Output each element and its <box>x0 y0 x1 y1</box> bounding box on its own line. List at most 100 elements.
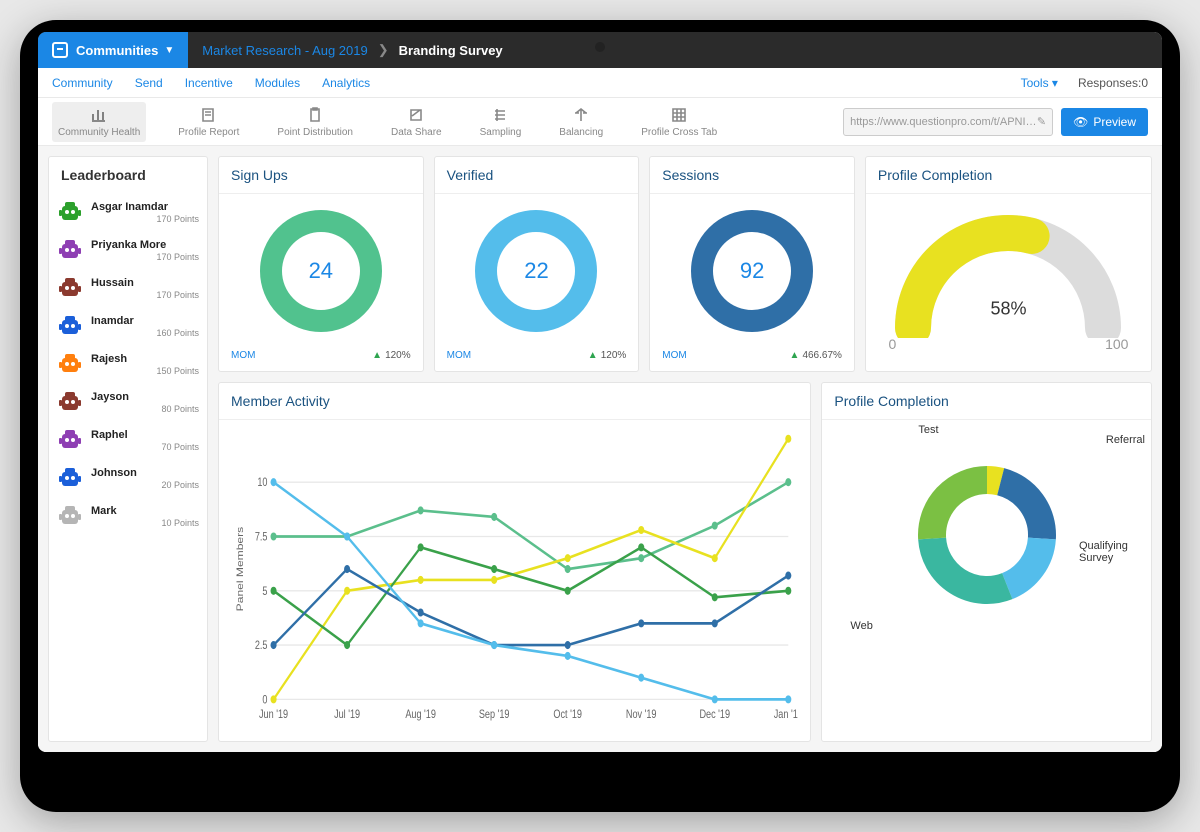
brand-label: Communities <box>76 43 158 58</box>
kpi-ring: 24 <box>256 206 386 336</box>
arrow-up-icon: ▲ <box>790 350 800 361</box>
preview-button[interactable]: 👁 Preview <box>1061 108 1148 136</box>
pencil-icon[interactable]: ✎ <box>1037 115 1046 128</box>
kpi-row: Sign Ups 24 MOM ▲120%Verified 22 MOM ▲12… <box>218 156 1152 372</box>
preview-label: Preview <box>1093 115 1136 129</box>
svg-text:Oct '19: Oct '19 <box>553 708 582 722</box>
content-area: Leaderboard Asgar Inamdar 170 Points Pri… <box>38 146 1162 752</box>
svg-text:Panel Members: Panel Members <box>235 527 245 612</box>
leaderboard-row[interactable]: Jayson 80 Points <box>57 383 199 421</box>
chevron-right-icon: ❯ <box>378 42 389 58</box>
tool-data-share[interactable]: Data Share <box>385 102 448 142</box>
profile-icon <box>200 106 218 124</box>
toolbar-items: Community Health Profile Report Point Dist… <box>52 102 749 142</box>
svg-text:Dec '19: Dec '19 <box>699 708 730 722</box>
main-dashboard: Sign Ups 24 MOM ▲120%Verified 22 MOM ▲12… <box>218 156 1152 742</box>
kpi-ring: 92 <box>687 206 817 336</box>
device-frame: Communities ▼ Market Research - Aug 2019… <box>20 20 1180 812</box>
subnav-item-incentive[interactable]: Incentive <box>185 76 233 90</box>
avatar-icon <box>57 389 83 415</box>
kpi-ring: 22 <box>471 206 601 336</box>
donut-body: TestReferralQualifying SurveyWeb <box>822 420 1151 650</box>
grid-icon <box>670 106 688 124</box>
sampling-icon <box>491 106 509 124</box>
donut-label: Web <box>850 620 872 632</box>
avatar-icon <box>57 503 83 529</box>
svg-text:2.5: 2.5 <box>255 639 268 653</box>
arrow-up-icon: ▲ <box>372 350 382 361</box>
brand-logo-icon <box>52 42 68 58</box>
avatar-icon <box>57 237 83 263</box>
svg-text:5: 5 <box>262 585 267 599</box>
svg-text:Jun '19: Jun '19 <box>259 708 288 722</box>
svg-text:0: 0 <box>262 693 267 707</box>
activity-chart: 0 2.5 5 7.5 10 Panel Members Jun '19 Jul '19 Aug… <box>219 420 810 741</box>
donut-label: Qualifying Survey <box>1079 540 1155 564</box>
avatar-icon <box>57 313 83 339</box>
subnav-item-community[interactable]: Community <box>52 76 113 90</box>
arrow-up-icon: ▲ <box>588 350 598 361</box>
tools-menu[interactable]: Tools ▾ <box>1021 76 1058 90</box>
donut-label: Test <box>918 424 938 436</box>
tool-balancing[interactable]: Balancing <box>553 102 609 142</box>
breadcrumb-current: Branding Survey <box>399 43 503 58</box>
tool-point-distribution[interactable]: Point Distribution <box>271 102 359 142</box>
svg-text:Sep '19: Sep '19 <box>479 708 510 722</box>
sub-nav-items: Community Send Incentive Modules Analytics <box>52 76 392 90</box>
leaderboard-row[interactable]: Johnson 20 Points <box>57 459 199 497</box>
leaderboard-row[interactable]: Asgar Inamdar 170 Points <box>57 193 199 231</box>
avatar-icon <box>57 351 83 377</box>
svg-text:Jul '19: Jul '19 <box>334 708 360 722</box>
clipboard-icon <box>306 106 324 124</box>
share-url-field[interactable]: https://www.questionpro.com/t/APNIFZ ✎ <box>843 108 1053 136</box>
toolbar: Community Health Profile Report Point Dist… <box>38 98 1162 146</box>
tool-profile-cross-tab[interactable]: Profile Cross Tab <box>635 102 723 142</box>
svg-text:7.5: 7.5 <box>255 530 268 544</box>
leaderboard-row[interactable]: Hussain 170 Points <box>57 269 199 307</box>
mom-link[interactable]: MOM <box>447 350 471 361</box>
tool-sampling[interactable]: Sampling <box>474 102 528 142</box>
app-screen: Communities ▼ Market Research - Aug 2019… <box>38 32 1162 752</box>
profile-completion-donut-card: Profile Completion Test Referral Qualifyin… <box>821 382 1152 742</box>
mom-link[interactable]: MOM <box>662 350 686 361</box>
tool-profile-report[interactable]: Profile Report <box>172 102 245 142</box>
leaderboard-card: Leaderboard Asgar Inamdar 170 Points Pri… <box>48 156 208 742</box>
gauge-chart: 58% <box>888 208 1128 338</box>
avatar-icon <box>57 465 83 491</box>
donut-title: Profile Completion <box>822 383 1151 420</box>
share-icon <box>407 106 425 124</box>
member-activity-card: Member Activity 0 2.5 5 7.5 10 Panel Members J… <box>218 382 811 742</box>
mom-link[interactable]: MOM <box>231 350 255 361</box>
balance-icon <box>572 106 590 124</box>
donut-label: Referral <box>1106 434 1145 446</box>
leaderboard-row[interactable]: Rajesh 150 Points <box>57 345 199 383</box>
profile-completion-gauge-card: Profile Completion 58% 0100 <box>865 156 1152 372</box>
leaderboard-row[interactable]: Mark 10 Points <box>57 497 199 535</box>
donut-chart <box>912 460 1062 610</box>
tool-community-health[interactable]: Community Health <box>52 102 146 142</box>
avatar-icon <box>57 199 83 225</box>
responses-count: Responses:0 <box>1078 76 1148 90</box>
subnav-item-modules[interactable]: Modules <box>255 76 300 90</box>
svg-text:10: 10 <box>257 476 267 490</box>
activity-title: Member Activity <box>219 383 810 420</box>
share-url-text: https://www.questionpro.com/t/APNIFZ <box>850 116 1037 128</box>
avatar-icon <box>57 275 83 301</box>
leaderboard-title: Leaderboard <box>49 157 207 193</box>
kpi-sign-ups: Sign Ups 24 MOM ▲120% <box>218 156 424 372</box>
subnav-item-send[interactable]: Send <box>135 76 163 90</box>
svg-text:Aug '19: Aug '19 <box>405 708 436 722</box>
kpi-verified: Verified 22 MOM ▲120% <box>434 156 640 372</box>
caret-down-icon: ▼ <box>164 45 174 56</box>
breadcrumb: Market Research - Aug 2019 ❯ Branding Su… <box>188 42 516 58</box>
leaderboard-row[interactable]: Raphel 70 Points <box>57 421 199 459</box>
leaderboard-list: Asgar Inamdar 170 Points Priyanka More 1… <box>49 193 207 543</box>
camera-dot <box>595 42 605 52</box>
leaderboard-row[interactable]: Inamdar 160 Points <box>57 307 199 345</box>
leaderboard-row[interactable]: Priyanka More 170 Points <box>57 231 199 269</box>
sub-nav: Community Send Incentive Modules Analytics T… <box>38 68 1162 98</box>
brand-menu[interactable]: Communities ▼ <box>38 32 188 68</box>
subnav-item-analytics[interactable]: Analytics <box>322 76 370 90</box>
breadcrumb-root[interactable]: Market Research - Aug 2019 <box>202 43 367 58</box>
eye-icon: 👁 <box>1073 115 1088 129</box>
